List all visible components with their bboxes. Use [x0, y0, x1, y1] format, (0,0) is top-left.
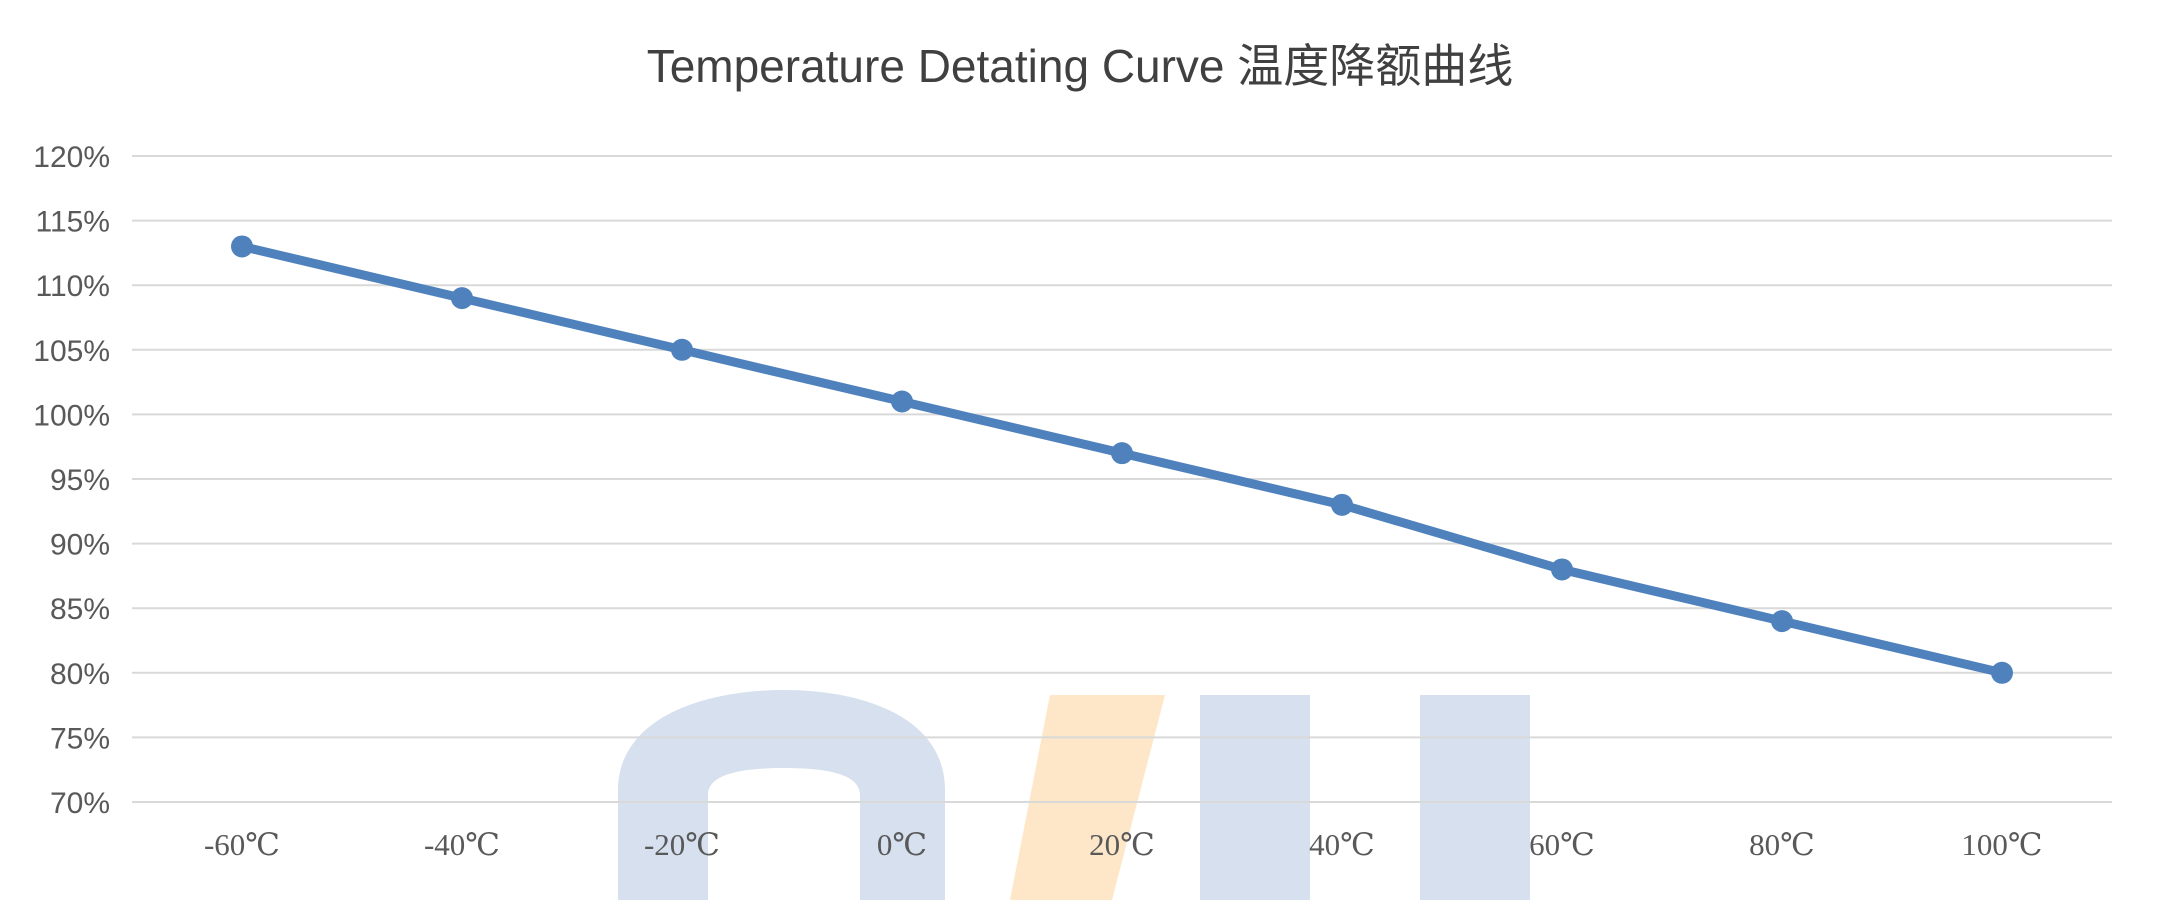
data-point — [891, 390, 913, 413]
y-tick-label: 70% — [50, 787, 110, 820]
x-tick-label: 40℃ — [1309, 827, 1375, 862]
y-tick-label: 110% — [35, 270, 110, 303]
data-point — [1551, 558, 1573, 581]
x-tick-label: 60℃ — [1529, 827, 1595, 862]
x-tick-label: 20℃ — [1089, 827, 1155, 862]
data-point — [671, 338, 693, 361]
y-tick-label: 105% — [33, 335, 110, 368]
data-point — [1111, 442, 1133, 465]
y-tick-label: 100% — [33, 399, 110, 432]
watermark-slash — [1010, 695, 1165, 900]
x-tick-label: 100℃ — [1961, 827, 2042, 862]
y-tick-label: 85% — [50, 593, 110, 626]
x-tick-label: 80℃ — [1749, 827, 1815, 862]
data-point — [1771, 610, 1793, 633]
y-axis: 70% 75% 80% 85% 90% 95% 100% 105% 110% 115% 120% — [33, 141, 110, 820]
data-point — [451, 287, 473, 310]
watermark-o-shape — [618, 690, 945, 900]
y-tick-label: 115% — [35, 206, 110, 239]
data-point — [1991, 661, 2013, 684]
gridlines — [132, 155, 2112, 803]
chart-title: Temperature Detating Curve 温度降额曲线 — [647, 40, 1514, 92]
y-tick-label: 120% — [33, 141, 110, 174]
y-tick-label: 90% — [50, 529, 110, 562]
x-tick-label: -20℃ — [644, 827, 720, 862]
y-tick-label: 80% — [50, 658, 110, 691]
watermark-bar-2 — [1420, 695, 1530, 900]
x-tick-label: -40℃ — [424, 827, 500, 862]
x-axis: -60℃ -40℃ -20℃ 0℃ 20℃ 40℃ 60℃ 80℃ 100℃ — [204, 827, 2043, 862]
y-tick-label: 75% — [50, 722, 110, 755]
x-tick-label: -60℃ — [204, 827, 280, 862]
y-tick-label: 95% — [50, 464, 110, 497]
series-layer — [231, 235, 2013, 684]
data-point — [231, 235, 253, 258]
data-point — [1331, 493, 1353, 516]
watermark-logo — [618, 690, 1530, 900]
watermark-bar-1 — [1200, 695, 1310, 900]
x-tick-label: 0℃ — [877, 827, 927, 862]
